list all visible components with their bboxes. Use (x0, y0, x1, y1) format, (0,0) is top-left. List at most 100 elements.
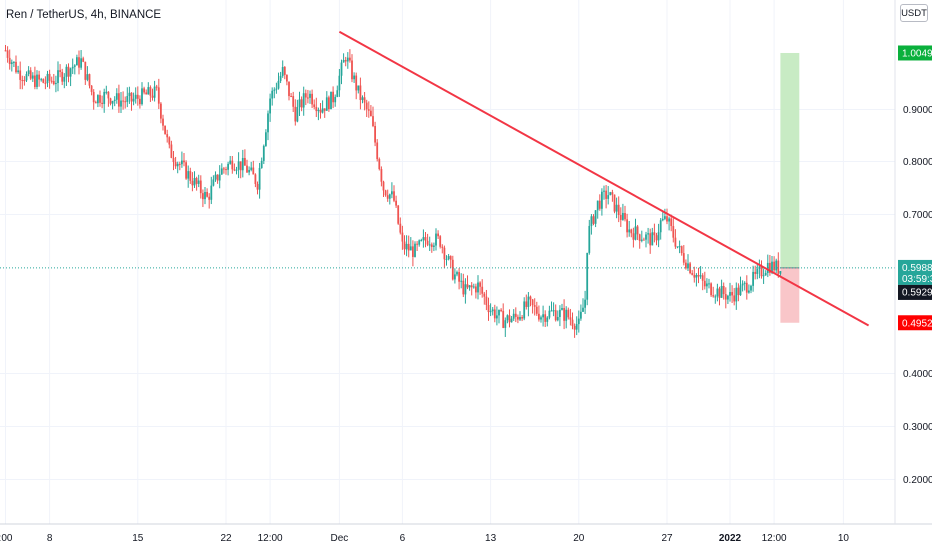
candle-body (483, 293, 486, 297)
candle-body (321, 108, 324, 113)
candle-body (336, 90, 339, 97)
candle-body (577, 318, 580, 325)
candle-body (325, 97, 328, 111)
candle-body (281, 67, 284, 76)
candle-body (657, 232, 660, 241)
candle-body (210, 185, 213, 200)
x-tick-label: 2022 (719, 533, 742, 544)
candle-body (622, 212, 624, 220)
candle-body (733, 295, 736, 302)
x-tick-label: 15 (132, 533, 144, 544)
x-tick-label: 20 (573, 533, 585, 544)
candle-body (643, 239, 645, 241)
candle-body (703, 280, 706, 287)
candle-body (716, 288, 719, 297)
candle-body (764, 273, 767, 276)
candle-body (197, 180, 200, 184)
candle-body (168, 137, 171, 145)
candle-body (466, 284, 469, 288)
candle-body (342, 60, 345, 63)
grid (0, 0, 895, 524)
candle-body (613, 194, 616, 212)
loss-zone[interactable] (780, 267, 800, 323)
candle-body (227, 163, 229, 170)
candle-body (363, 97, 366, 103)
candle-body (265, 132, 267, 146)
candle-body (84, 61, 87, 80)
price-axis[interactable]: 0.2000 0.3000 0.4000 0.7000 0.8000 0.9000 (903, 105, 932, 486)
candle-body (680, 246, 683, 254)
candle-body (55, 83, 57, 85)
candle-body (615, 204, 618, 212)
time-axis[interactable]: :00 8 15 22 12:00 Dec 6 13 20 27 2022 12:00 10 (0, 533, 849, 544)
candle-body (122, 100, 124, 102)
candle-body (439, 236, 442, 247)
candle-body (52, 81, 55, 85)
candle-body (748, 290, 750, 293)
x-tick-label: 22 (220, 533, 232, 544)
stop-price-badge (898, 315, 932, 331)
candle-body (31, 75, 34, 79)
candle-body (202, 193, 204, 200)
candle-body (59, 70, 61, 72)
x-tick-label: 12:00 (762, 533, 787, 544)
currency-button[interactable]: USDT (900, 4, 928, 22)
candle-body (118, 93, 120, 107)
candle-body (149, 87, 152, 96)
candle-body (607, 195, 610, 199)
candle-body (542, 314, 544, 318)
candle-body (204, 191, 206, 200)
candle-body (741, 283, 744, 286)
candle-body (443, 247, 446, 260)
candle-body (191, 180, 194, 186)
candle-body (365, 102, 368, 110)
candle-body (397, 205, 400, 224)
candle-body (139, 98, 141, 105)
candle-body (315, 107, 318, 112)
profit-zone[interactable] (780, 52, 800, 268)
candle-body (619, 214, 622, 220)
candle-body (134, 94, 137, 99)
candle-body (552, 310, 555, 312)
candle-body (458, 272, 460, 282)
candle-body (21, 79, 24, 81)
candle-body (187, 171, 190, 179)
candle-body (462, 280, 465, 295)
candle-body (491, 309, 494, 312)
candle-body (388, 194, 391, 199)
candle-body (296, 107, 299, 122)
candle-body (418, 240, 421, 245)
candle-body (349, 57, 351, 61)
candle-body (17, 70, 19, 73)
candle-body (6, 50, 9, 58)
candle-body (409, 246, 412, 251)
candle-body (338, 75, 341, 91)
candle-body (374, 125, 376, 143)
candle-body (145, 92, 148, 95)
candle-body (304, 93, 307, 98)
candle-body (23, 80, 26, 82)
candle-body (699, 275, 702, 277)
candle-body (88, 74, 91, 86)
candle-body (454, 274, 456, 280)
candle-body (661, 218, 664, 221)
candle-body (208, 196, 211, 200)
candle-body (729, 292, 731, 296)
candle-body (647, 233, 649, 235)
candle-body (514, 313, 517, 317)
candle-body (575, 324, 578, 330)
candle-body (160, 103, 162, 119)
candle-body (323, 108, 326, 111)
candle-body (115, 93, 118, 100)
candle-body (451, 259, 454, 280)
candle-body (676, 246, 679, 248)
candle-body (496, 315, 498, 319)
y-tick-label: 0.2000 (903, 475, 932, 486)
trendline[interactable] (338, 30, 870, 327)
symbol-title[interactable]: Ren / TetherUS, 4h, BINANCE (6, 9, 162, 21)
candle-body (382, 181, 385, 191)
candle-body (80, 58, 82, 68)
candle-body (42, 79, 45, 83)
